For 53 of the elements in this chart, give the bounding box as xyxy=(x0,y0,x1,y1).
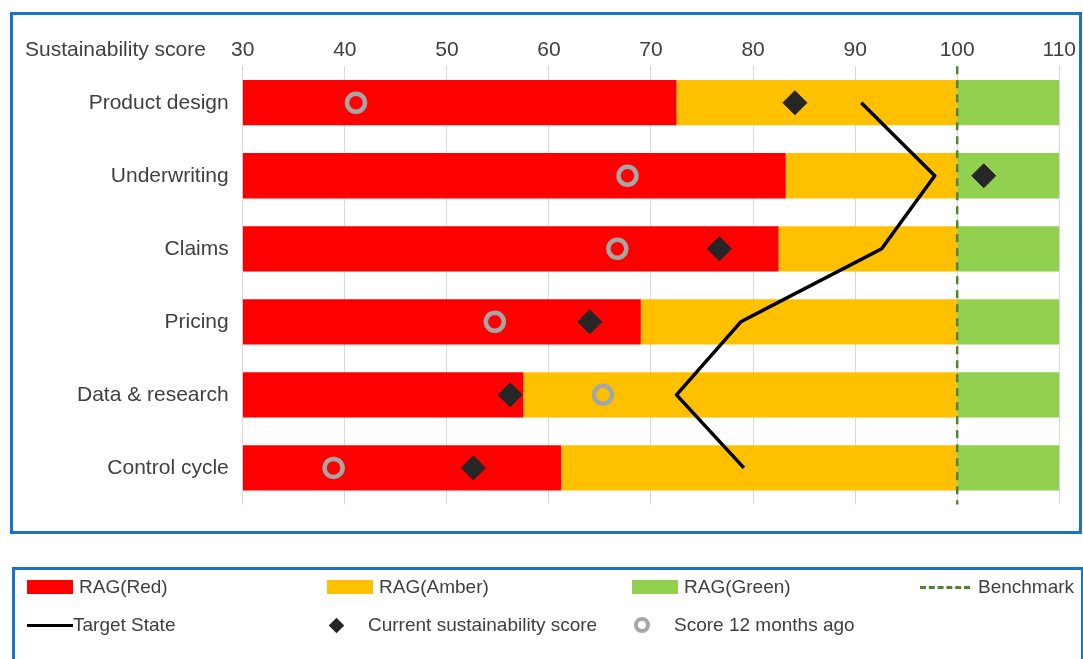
x-tick-label: 90 xyxy=(843,37,867,61)
x-axis-title: Sustainability score xyxy=(25,37,206,61)
legend-label: RAG(Amber) xyxy=(379,576,489,598)
y-tick-label: Pricing xyxy=(164,308,229,332)
y-tick-label: Underwriting xyxy=(110,162,229,186)
x-tick-label: 100 xyxy=(939,37,975,61)
x-tick-label: 80 xyxy=(741,37,765,61)
bar xyxy=(778,226,958,272)
point xyxy=(971,163,997,189)
point xyxy=(706,236,732,262)
bar xyxy=(785,153,958,199)
bar xyxy=(242,153,786,199)
bar xyxy=(640,299,958,345)
bar xyxy=(957,299,1060,345)
point xyxy=(782,90,808,116)
x-tick-label: 70 xyxy=(639,37,663,61)
legend-label: Target State xyxy=(73,614,176,636)
bar xyxy=(242,226,779,272)
legend-label: Score 12 months ago xyxy=(674,614,855,636)
bar xyxy=(957,153,1060,199)
bar xyxy=(957,80,1060,126)
bar xyxy=(561,445,958,491)
x-tick-label: 60 xyxy=(537,37,561,61)
point xyxy=(483,310,507,334)
point xyxy=(577,309,603,335)
bar xyxy=(957,445,1060,491)
bar xyxy=(523,372,958,418)
bar xyxy=(242,80,677,126)
point xyxy=(344,91,368,114)
legend-label: RAG(Green) xyxy=(684,576,791,598)
bar xyxy=(242,445,562,491)
x-tick-label: 110 xyxy=(1042,37,1076,61)
legend-label: RAG(Red) xyxy=(79,576,168,598)
point xyxy=(322,456,345,480)
x-tick-label: 30 xyxy=(231,37,255,61)
point xyxy=(606,237,629,261)
bar xyxy=(676,80,958,126)
y-tick-label: Control cycle xyxy=(107,454,229,478)
point xyxy=(497,382,523,408)
x-tick-label: 50 xyxy=(435,37,459,61)
bar xyxy=(957,372,1060,418)
legend-label: Current sustainability score xyxy=(368,614,598,636)
y-tick-label: Claims xyxy=(164,235,229,259)
y-tick-label: Product design xyxy=(88,89,229,113)
y-tick-label: Data & research xyxy=(76,381,229,405)
bar xyxy=(242,299,641,345)
point xyxy=(460,455,486,481)
bar xyxy=(957,226,1060,272)
point xyxy=(616,164,639,187)
x-tick-label: 40 xyxy=(333,37,357,61)
legend-label: Benchmark xyxy=(978,576,1075,598)
bar xyxy=(242,372,524,418)
point xyxy=(591,383,615,407)
